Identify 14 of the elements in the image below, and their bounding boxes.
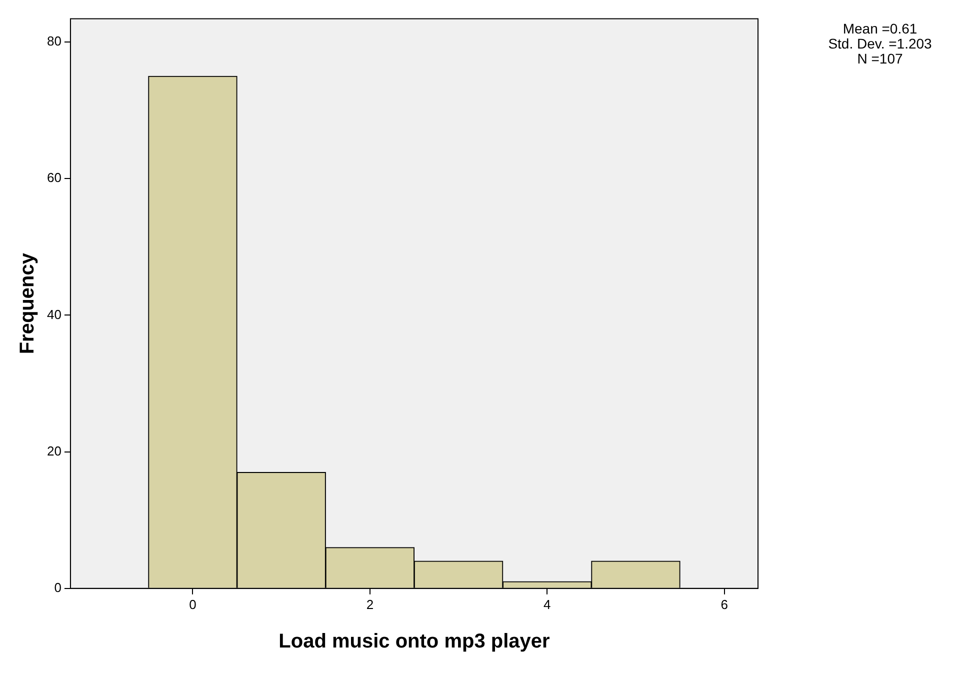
x-tick-label: 2 <box>366 596 374 612</box>
x-axis-title: Load music onto mp3 player <box>278 630 550 653</box>
text: Std. Dev. =1.203 <box>828 36 932 52</box>
x-tick-label: 4 <box>544 596 551 612</box>
x-tick-label: 0 <box>189 596 196 612</box>
y-tick-label: 60 <box>46 170 62 186</box>
y-tick-label: 80 <box>46 34 62 49</box>
y-tick-label: 0 <box>54 580 62 595</box>
text: N =107 <box>857 50 903 67</box>
y-tick-label: 20 <box>46 443 62 458</box>
x-tick-label: 6 <box>720 596 728 612</box>
y-tick-label: 40 <box>46 306 62 322</box>
text: Mean =0.61 <box>842 20 918 37</box>
y-axis-title: Frequency <box>16 252 39 354</box>
